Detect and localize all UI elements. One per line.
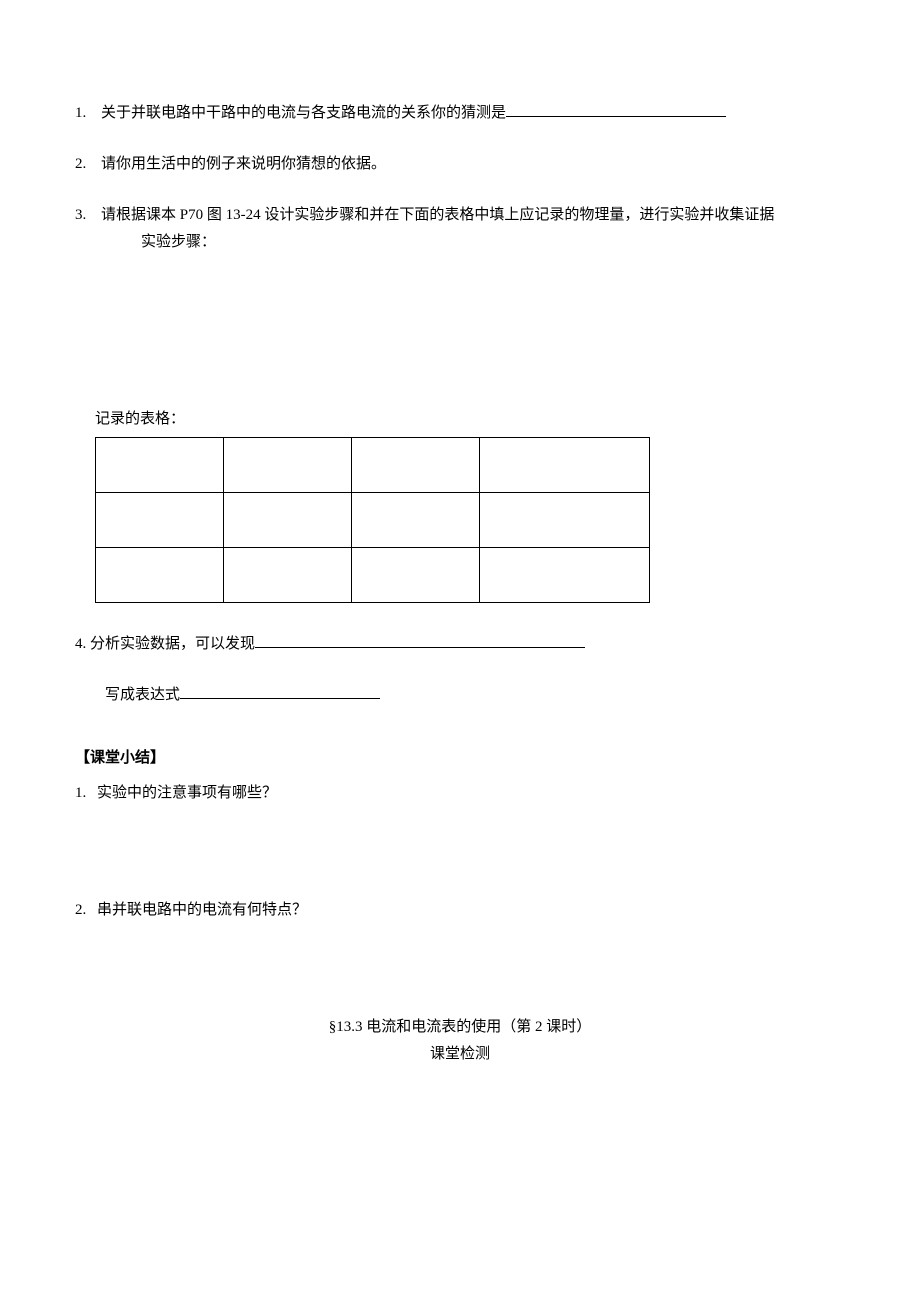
footer-title: §13.3 电流和电流表的使用（第 2 课时） <box>75 1014 845 1041</box>
table-cell[interactable] <box>480 493 650 548</box>
question-list: 1.关于并联电路中干路中的电流与各支路电流的关系你的猜测是 2.请你用生活中的例… <box>75 100 845 256</box>
table-row <box>96 548 650 603</box>
question-4: 4. 分析实验数据，可以发现 <box>75 631 845 658</box>
summary-item-1: 1.实验中的注意事项有哪些？ <box>75 780 845 807</box>
summary-heading: 【课堂小结】 <box>75 745 845 772</box>
question-1: 1.关于并联电路中干路中的电流与各支路电流的关系你的猜测是 <box>75 100 845 127</box>
q4-blank[interactable] <box>255 633 585 648</box>
expr-blank[interactable] <box>180 684 380 699</box>
table-cell[interactable] <box>352 493 480 548</box>
q2-number: 2. <box>75 151 101 178</box>
expression-line: 写成表达式 <box>75 682 845 709</box>
table-cell[interactable] <box>480 438 650 493</box>
table-cell[interactable] <box>224 548 352 603</box>
q3-text: 请根据课本 P70 图 13-24 设计实验步骤和并在下面的表格中填上应记录的物… <box>101 207 774 223</box>
summary2-number: 2. <box>75 897 97 924</box>
record-table <box>95 437 650 603</box>
q1-blank[interactable] <box>506 102 726 117</box>
table-cell[interactable] <box>352 548 480 603</box>
table-cell[interactable] <box>96 548 224 603</box>
expr-label: 写成表达式 <box>105 687 180 703</box>
table-row <box>96 438 650 493</box>
summary-item-2: 2.串并联电路中的电流有何特点？ <box>75 897 845 924</box>
summary2-text: 串并联电路中的电流有何特点？ <box>97 902 307 918</box>
question-2: 2.请你用生活中的例子来说明你猜想的依据。 <box>75 151 845 178</box>
table-cell[interactable] <box>96 493 224 548</box>
table-cell[interactable] <box>224 438 352 493</box>
table-cell[interactable] <box>224 493 352 548</box>
table-cell[interactable] <box>96 438 224 493</box>
question-3: 3.请根据课本 P70 图 13-24 设计实验步骤和并在下面的表格中填上应记录… <box>75 202 845 256</box>
table-label: 记录的表格： <box>75 406 845 433</box>
table-row <box>96 493 650 548</box>
summary1-number: 1. <box>75 780 97 807</box>
q4-prefix: 4. <box>75 636 90 652</box>
summary1-text: 实验中的注意事项有哪些？ <box>97 785 277 801</box>
q4-text: 分析实验数据，可以发现 <box>90 636 255 652</box>
q3-sub: 实验步骤： <box>107 229 845 256</box>
q3-number: 3. <box>75 202 101 229</box>
q1-number: 1. <box>75 100 101 127</box>
table-cell[interactable] <box>352 438 480 493</box>
q2-text: 请你用生活中的例子来说明你猜想的依据。 <box>101 156 386 172</box>
table-cell[interactable] <box>480 548 650 603</box>
footer-subtitle: 课堂检测 <box>75 1041 845 1068</box>
q1-text: 关于并联电路中干路中的电流与各支路电流的关系你的猜测是 <box>101 105 506 121</box>
